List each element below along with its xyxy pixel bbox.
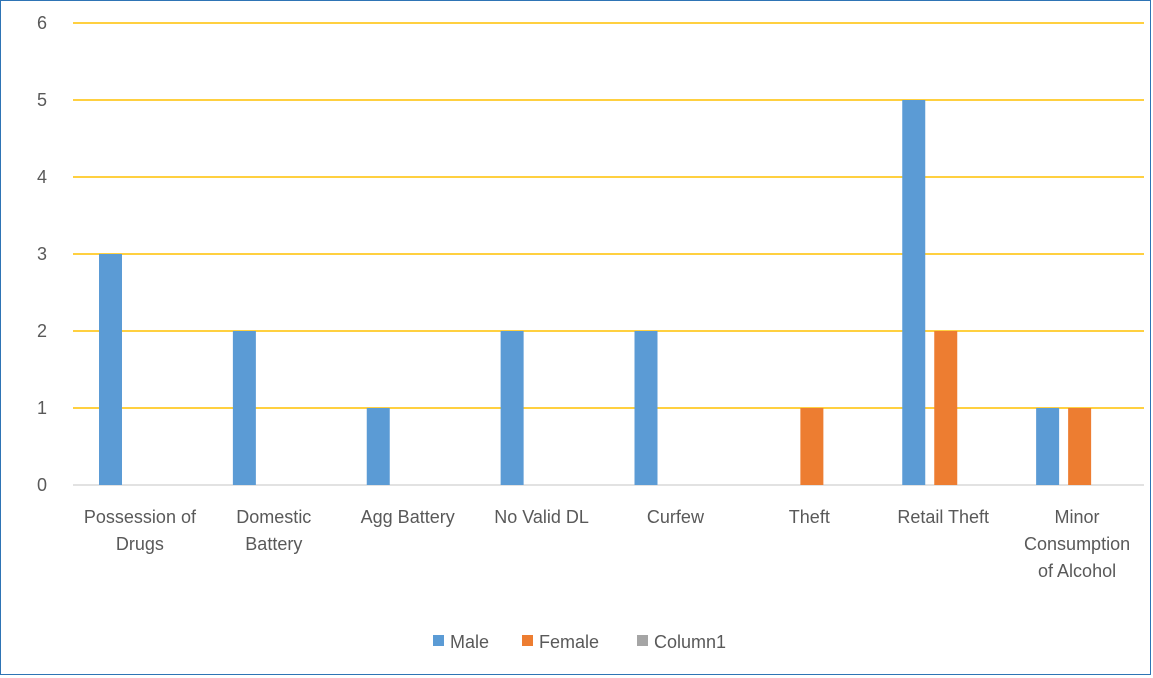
x-category-label: Domestic Battery <box>236 507 311 554</box>
x-category-label: Minor Consumption of Alcohol <box>1024 507 1130 581</box>
legend-label-male: Male <box>450 632 489 652</box>
bar-male <box>902 100 926 485</box>
y-tick-label: 3 <box>37 244 47 264</box>
x-category-label: Theft <box>789 507 830 527</box>
x-axis-labels: Possession of Drugs Domestic Battery Agg Bat… <box>84 507 1130 581</box>
y-tick-label: 5 <box>37 90 47 110</box>
x-category-label: Agg Battery <box>361 507 455 527</box>
legend-swatch-column1 <box>637 635 648 646</box>
bar-male <box>366 408 390 485</box>
bar-male <box>232 331 256 485</box>
legend-label-female: Female <box>539 632 599 652</box>
x-category-label: No Valid DL <box>494 507 589 527</box>
legend: Male Female Column1 <box>433 632 726 652</box>
legend-label-column1: Column1 <box>654 632 726 652</box>
bar-female <box>934 331 958 485</box>
bar-female <box>1068 408 1092 485</box>
y-tick-label: 6 <box>37 13 47 33</box>
x-category-label: Possession of Drugs <box>84 507 197 554</box>
bar-female <box>800 408 824 485</box>
legend-swatch-female <box>522 635 533 646</box>
y-tick-label: 0 <box>37 475 47 495</box>
bar-male <box>500 331 524 485</box>
y-axis-ticks: 0 1 2 3 4 5 6 <box>37 13 47 495</box>
bar-male <box>99 254 122 485</box>
bars <box>99 100 1092 485</box>
legend-swatch-male <box>433 635 444 646</box>
y-tick-label: 4 <box>37 167 47 187</box>
x-category-label: Retail Theft <box>897 507 989 527</box>
bar-male <box>634 331 658 485</box>
y-tick-label: 1 <box>37 398 47 418</box>
bar-male <box>1036 408 1060 485</box>
x-category-label: Curfew <box>647 507 705 527</box>
y-tick-label: 2 <box>37 321 47 341</box>
